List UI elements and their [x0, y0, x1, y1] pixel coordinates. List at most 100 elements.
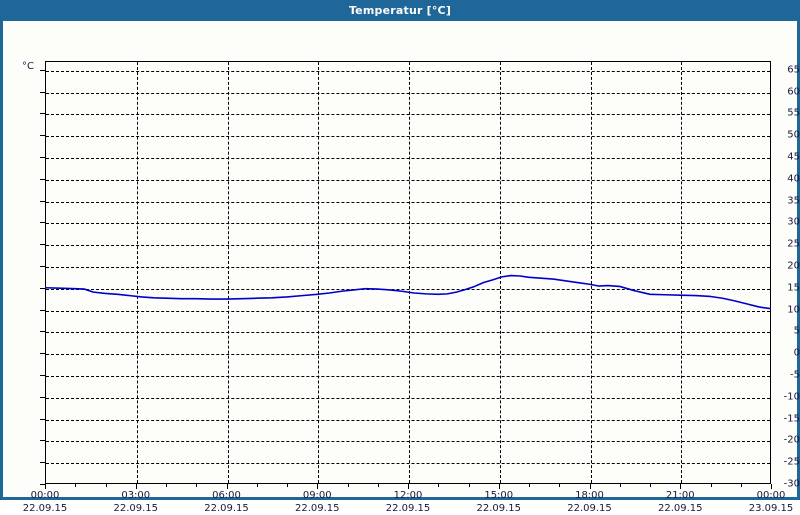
- gridline-y: [46, 288, 770, 290]
- y-axis-tick-label: 55: [787, 107, 800, 119]
- x-axis-minor-tick-mark: [529, 484, 530, 487]
- gridline-x: [681, 62, 683, 483]
- x-axis-tick-mark: [680, 484, 682, 489]
- y-axis-tick-label: 0: [793, 347, 800, 359]
- x-axis-time-label: 00:00: [756, 490, 786, 501]
- y-axis-tick-label: 60: [787, 86, 800, 98]
- y-axis-tick-mark: [40, 135, 45, 137]
- y-axis-tick-mark: [40, 244, 45, 246]
- x-axis-minor-tick-mark: [438, 484, 440, 487]
- x-axis-tick-label: 18:00 22.09.15: [545, 489, 635, 515]
- gridline-x: [590, 62, 592, 483]
- x-axis-minor-tick-mark: [75, 484, 77, 487]
- x-axis-time-label: 18:00: [575, 490, 604, 501]
- y-axis-tick-mark: [40, 69, 45, 71]
- x-axis-time-label: 06:00: [212, 490, 241, 501]
- y-axis-tick-mark: [40, 222, 45, 224]
- y-axis-tick-label: -5: [790, 369, 800, 381]
- y-axis-tick-mark: [40, 484, 45, 485]
- y-axis-tick-mark: [40, 418, 45, 420]
- x-axis-minor-tick-mark: [166, 484, 167, 487]
- x-axis-minor-tick-mark: [256, 484, 258, 487]
- page-title: Temperatur [°C]: [348, 4, 452, 17]
- x-axis-time-label: 21:00: [665, 490, 695, 501]
- y-axis-tick-mark: [40, 396, 45, 398]
- gridline-y: [46, 223, 770, 225]
- gridline-y: [46, 419, 770, 421]
- x-axis-tick-mark: [45, 484, 46, 489]
- x-axis-minor-tick-mark: [105, 484, 107, 487]
- y-axis-tick-mark: [40, 178, 45, 180]
- x-axis-date-label: 22.09.15: [476, 503, 522, 514]
- x-axis-minor-tick-mark: [196, 484, 198, 487]
- x-axis-minor-tick-mark: [619, 484, 621, 487]
- x-axis-tick-mark: [135, 484, 137, 489]
- y-axis-unit-label: °C: [22, 61, 34, 72]
- x-axis-tick-label: 00:00 22.09.15: [0, 489, 90, 515]
- gridline-y: [46, 157, 770, 159]
- x-axis-tick-label: 12:00 22.09.15: [363, 489, 453, 515]
- y-axis-tick-label: 50: [787, 129, 800, 141]
- x-axis-tick-label: 00:00 23.09.15: [726, 489, 800, 515]
- y-axis-tick-mark: [40, 113, 45, 115]
- y-axis-tick-label: -20: [783, 434, 800, 446]
- x-axis-tick-label: 03:00 22.09.15: [91, 489, 181, 515]
- x-axis-tick-mark: [771, 484, 772, 489]
- y-axis-tick-mark: [40, 265, 45, 267]
- y-axis-tick-mark: [40, 91, 45, 93]
- x-axis-time-label: 00:00: [30, 490, 60, 501]
- y-axis-tick-label: 15: [787, 282, 800, 294]
- y-axis-tick-mark: [40, 287, 45, 289]
- gridline-x: [409, 62, 410, 483]
- y-axis-tick-mark: [40, 374, 45, 376]
- gridline-x: [499, 62, 501, 483]
- x-axis-time-label: 03:00: [121, 490, 151, 501]
- x-axis-date-label: 22.09.15: [567, 503, 612, 514]
- y-axis-tick-label: 40: [787, 173, 800, 185]
- x-axis-tick-mark: [498, 484, 500, 489]
- gridline-y: [46, 70, 770, 72]
- x-axis-minor-tick-mark: [287, 484, 288, 487]
- y-axis-tick-label: 35: [787, 195, 800, 207]
- y-axis-tick-label: -10: [783, 391, 800, 403]
- plot-area: [45, 61, 771, 484]
- window-title-bar: Temperatur [°C]: [0, 0, 800, 21]
- gridline-y: [46, 310, 770, 312]
- gridline-y: [46, 114, 770, 116]
- x-axis-minor-tick-mark: [347, 484, 349, 487]
- x-axis-tick-mark: [226, 484, 228, 489]
- x-axis-date-label: 22.09.15: [113, 503, 159, 514]
- x-axis-minor-tick-mark: [377, 484, 379, 487]
- x-axis-tick-label: 06:00 22.09.15: [182, 489, 272, 515]
- gridline-x: [318, 62, 320, 483]
- x-axis-tick-label: 09:00 22.09.15: [272, 489, 362, 515]
- gridline-y: [46, 332, 770, 334]
- x-axis-date-label: 22.09.15: [385, 503, 431, 514]
- x-axis-time-label: 12:00: [393, 490, 423, 501]
- x-axis-minor-tick-mark: [710, 484, 712, 487]
- x-axis-minor-tick-mark: [740, 484, 742, 487]
- gridline-y: [46, 201, 770, 203]
- x-axis-tick-label: 21:00 22.09.15: [635, 489, 725, 515]
- x-axis-tick-mark: [317, 484, 319, 489]
- x-axis-minor-tick-mark: [559, 484, 561, 487]
- gridline-y: [46, 441, 770, 443]
- y-axis-tick-label: 5: [793, 325, 800, 337]
- x-axis-minor-tick-mark: [650, 484, 651, 487]
- y-axis-tick-mark: [40, 309, 45, 311]
- gridline-y: [46, 375, 770, 377]
- y-axis-tick-label: -30: [783, 478, 800, 490]
- y-axis-tick-mark: [40, 331, 45, 333]
- y-axis-tick-label: 30: [787, 216, 800, 228]
- y-axis-tick-label: 10: [787, 304, 800, 316]
- y-axis-tick-label: 20: [787, 260, 800, 272]
- gridline-y: [46, 397, 770, 399]
- gridline-y: [46, 245, 770, 247]
- x-axis-minor-tick-mark: [468, 484, 470, 487]
- x-axis-date-label: 22.09.15: [294, 503, 340, 514]
- y-axis-tick-mark: [40, 353, 45, 355]
- gridline-y: [46, 354, 770, 356]
- y-axis-tick-label: 45: [787, 151, 800, 163]
- x-axis-date-label: 23.09.15: [748, 503, 794, 514]
